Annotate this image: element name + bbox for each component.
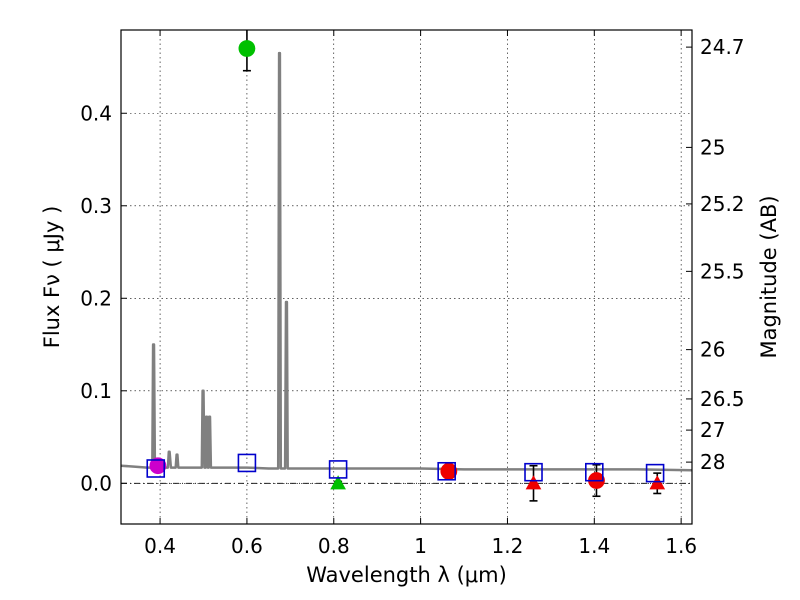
plot-area	[121, 30, 692, 502]
x-tick-label: 1.2	[492, 534, 524, 558]
model-photometry-marker	[237, 453, 257, 473]
right-tick-label: 25.2	[700, 192, 745, 216]
model-sed-line	[121, 51, 692, 472]
model-photometry-marker	[524, 462, 543, 482]
y-tick-label: 0.1	[80, 379, 112, 403]
model-photometry-marker	[645, 463, 665, 483]
right-tick-label: 26	[700, 338, 725, 362]
x-tick-label: 1.6	[665, 534, 697, 558]
right-tick-label: 24.7	[700, 35, 745, 59]
model-photometry-marker	[437, 461, 456, 481]
x-tick-label: 0.8	[318, 534, 350, 558]
y-tick-label: 0.2	[80, 286, 112, 310]
axis-ticks	[121, 30, 692, 524]
upper-limit-marker	[525, 475, 542, 490]
model-photometry-marker	[146, 459, 166, 478]
right-tick-label: 28	[700, 450, 725, 474]
right-tick-label: 27	[700, 418, 725, 442]
upper-limit-marker	[330, 475, 346, 490]
x-tick-label: 1	[414, 534, 427, 558]
y-tick-label: 0.3	[80, 194, 112, 218]
model-photometry-marker	[328, 460, 348, 479]
right-tick-label: 25	[700, 135, 725, 159]
y-tick-label: 0.0	[80, 471, 112, 495]
x-tick-label: 0.4	[144, 534, 176, 558]
upper-limit-marker	[649, 475, 666, 490]
x-tick-label: 0.6	[231, 534, 263, 558]
x-tick-label: 1.4	[578, 534, 610, 558]
axes-frame	[120, 29, 693, 525]
detection-marker	[238, 40, 256, 57]
right-y-axis-title: Magnitude (AB)	[757, 195, 781, 358]
right-tick-label: 26.5	[700, 387, 745, 411]
x-axis-title: Wavelength λ (μm)	[306, 563, 507, 587]
plot-content	[121, 30, 692, 502]
y-axis-title: Flux Fν ( μJy )	[40, 206, 64, 349]
detection-marker	[149, 457, 167, 475]
right-tick-label: 25.5	[700, 259, 745, 283]
tick-labels: 0.4 0.6 0.8 1 1.2 1.4 1.6 0.0 0.1 0.2 0.3 0.4 24.7 25…	[80, 35, 744, 558]
y-tick-label: 0.4	[80, 101, 112, 125]
model-photometry-marker	[585, 462, 604, 482]
